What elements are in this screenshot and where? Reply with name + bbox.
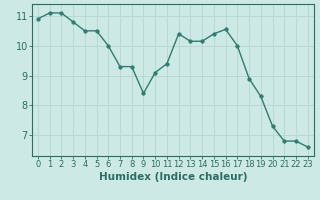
X-axis label: Humidex (Indice chaleur): Humidex (Indice chaleur) — [99, 172, 247, 182]
